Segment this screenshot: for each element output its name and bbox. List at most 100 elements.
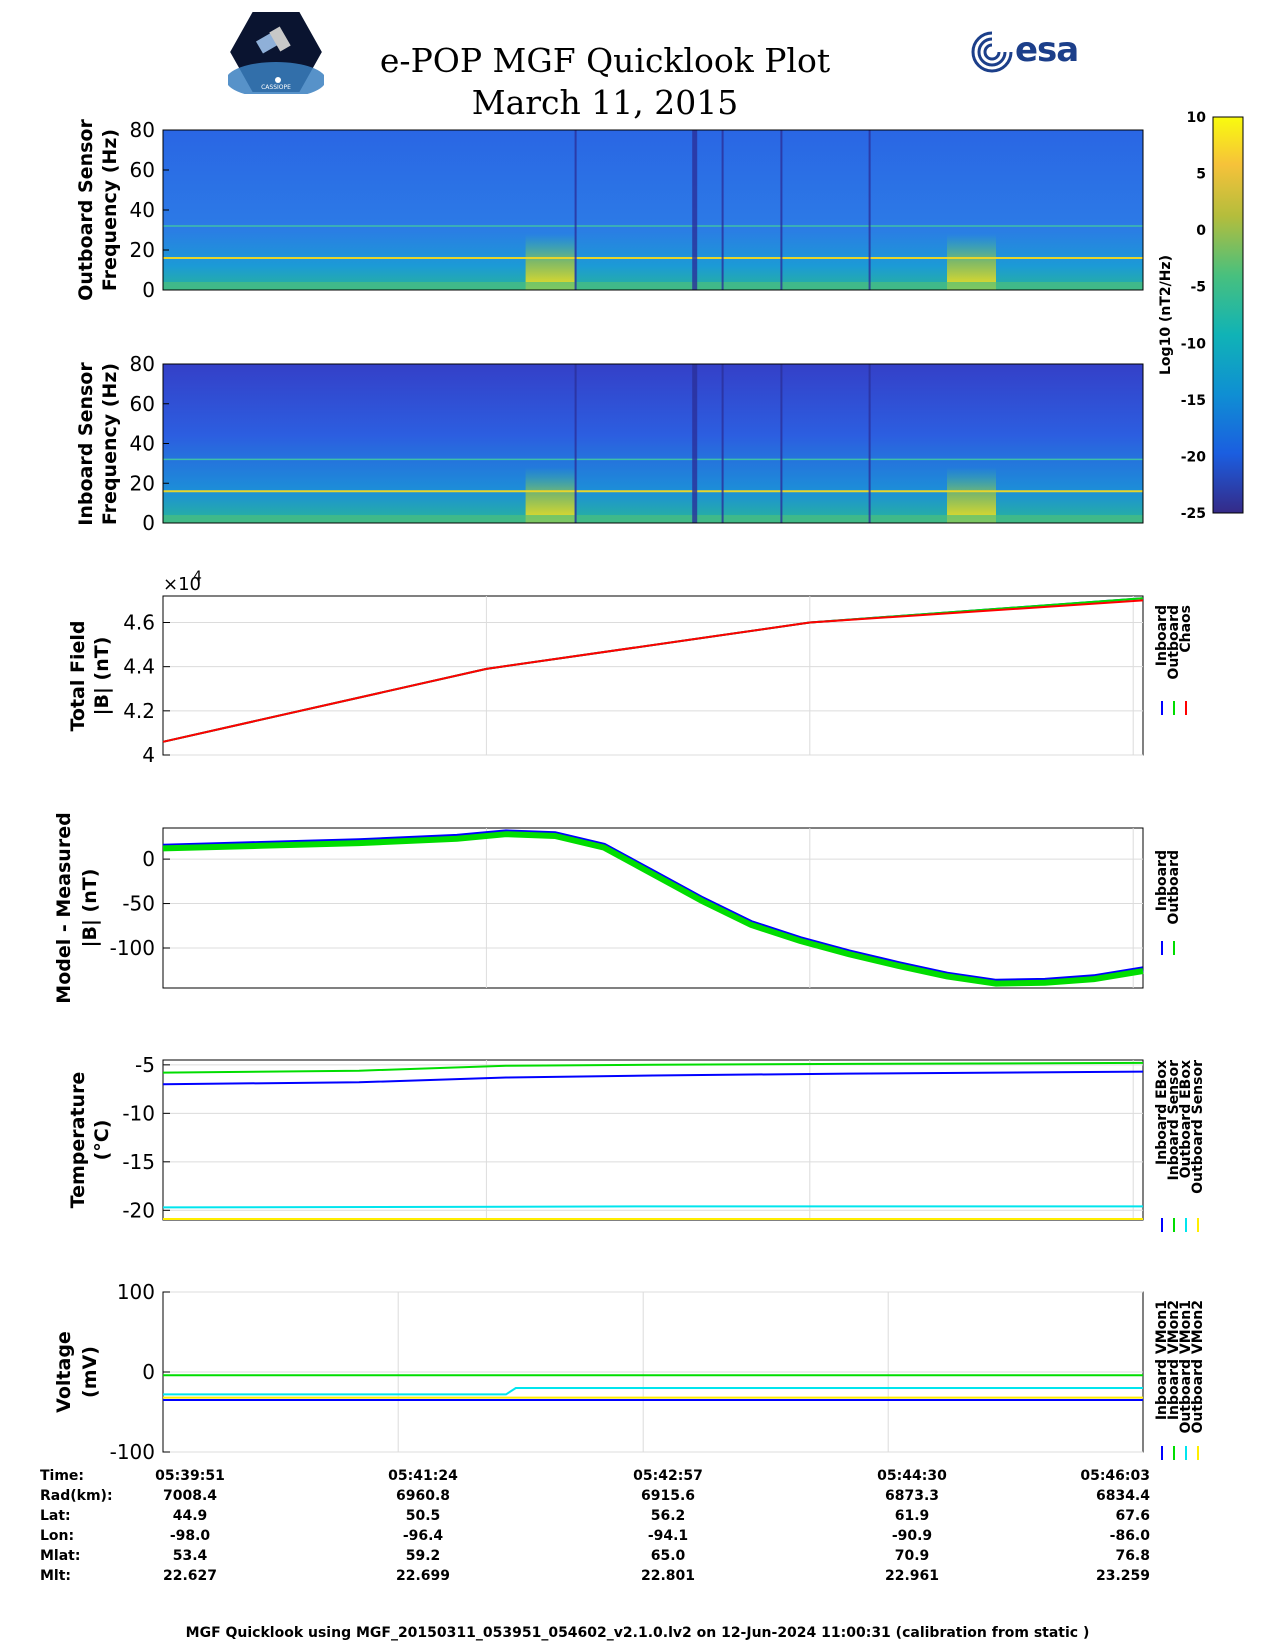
ephemeris-cell: 44.9	[173, 1508, 208, 1524]
spectrogram-burst	[947, 234, 996, 290]
legend-label: Outboard Sensor	[1190, 1060, 1206, 1194]
ephemeris-cell: 61.9	[895, 1508, 930, 1524]
colorbar: 10 5 0 -5 -10 -15 -20 -25 Log10 (nT2/Hz)	[1158, 110, 1244, 522]
spectrogram-dropout	[868, 364, 871, 523]
ephemeris-cell: -98.0	[170, 1528, 211, 1544]
y-tick-label: 4.2	[123, 699, 155, 723]
spectrogram-dropout	[574, 364, 577, 523]
temp-ylabel-2: (°C)	[91, 1120, 113, 1161]
y-tick-label: 40	[130, 432, 155, 456]
colorbar-tick-label: -25	[1181, 506, 1206, 522]
y-tick-label: -100	[110, 1440, 155, 1464]
spectrogram-dropout	[692, 364, 698, 523]
series-line	[163, 1387, 1143, 1396]
ephemeris-cell: -90.9	[892, 1528, 932, 1544]
spectrogram-burst	[525, 234, 575, 290]
ephemeris-row-label: Mlt:	[40, 1568, 71, 1584]
legend-label: Outboard VMon1	[1178, 1300, 1194, 1434]
y-tick-label: -5	[135, 1053, 155, 1077]
model-minus-measured-panel: 0 -50 -100 Model - Measured |B| (nT)	[53, 812, 1144, 1004]
series-line	[162, 1070, 1144, 1086]
y-tick-label: -15	[122, 1150, 155, 1174]
spectrogram-burst	[947, 467, 996, 523]
legend-label: Outboard VMon2	[1190, 1300, 1206, 1434]
y-tick-label: 0	[142, 1360, 155, 1384]
outboard-ylabel-1: Outboard Sensor	[75, 119, 97, 301]
colorbar-tick-label: 0	[1196, 223, 1206, 239]
legend-label: Chaos	[1178, 605, 1194, 653]
y-tick-label: -10	[122, 1101, 155, 1125]
y-tick-label: 4.6	[123, 611, 155, 635]
colorbar-tick-label: -10	[1181, 336, 1207, 352]
legend-label: Inboard VMon2	[1166, 1300, 1182, 1420]
ephemeris-cell: 23.259	[1096, 1568, 1150, 1584]
total-field-panel: 4 4.2 4.4 4.6 ×10 4 Total Field |B| (nT)	[67, 569, 1144, 767]
spectrogram-dropout	[692, 130, 698, 290]
ephemeris-cell: 6834.4	[1096, 1488, 1150, 1504]
y-tick-label: 80	[130, 352, 155, 376]
ephemeris-cell: 76.8	[1115, 1548, 1150, 1564]
spectrogram-dropout	[574, 130, 577, 290]
ephemeris-cell: 05:39:51	[155, 1468, 225, 1484]
temp-ylabel-1: Temperature	[67, 1072, 89, 1209]
svg-text:CASSIOPE: CASSIOPE	[261, 84, 291, 91]
legend-label: Inboard VMon1	[1154, 1300, 1170, 1420]
cassiope-logo: CASSIOPE	[228, 10, 324, 94]
y-tick-label: 80	[130, 118, 155, 142]
series-line	[162, 599, 1144, 743]
ephemeris-cell: 56.2	[651, 1508, 686, 1524]
colorbar-tick-label: -20	[1181, 449, 1207, 465]
total-field-exponent-base: ×10	[163, 574, 201, 595]
ephemeris-cell: 05:46:03	[1080, 1468, 1150, 1484]
legend-label: Inboard Sensor	[1166, 1060, 1182, 1181]
ephemeris-row-label: Lat:	[40, 1508, 71, 1524]
y-tick-label: 40	[130, 198, 155, 222]
colorbar-tick-label: -5	[1190, 280, 1206, 296]
ephemeris-cell: -86.0	[1110, 1528, 1151, 1544]
esa-globe-icon	[971, 30, 1014, 73]
total-field-exponent-power: 4	[193, 569, 202, 585]
y-tick-label: 60	[130, 158, 155, 182]
legend-label: Outboard	[1166, 850, 1182, 925]
total-field-ylabel-1: Total Field	[67, 620, 89, 731]
ephemeris-cell: 7008.4	[163, 1488, 217, 1504]
ephemeris-cell: 22.627	[163, 1568, 217, 1584]
colorbar-label: Log10 (nT2/Hz)	[1158, 255, 1174, 375]
volt-ylabel-1: Voltage	[53, 1331, 75, 1413]
spectrogram-dropout	[721, 364, 724, 523]
ephemeris-cell: 22.961	[885, 1568, 939, 1584]
y-tick-label: 4.4	[123, 655, 155, 679]
voltage-panel: 100 0 -100 Voltage (mV)	[53, 1280, 1144, 1464]
colorbar-tick-label: 5	[1196, 167, 1206, 183]
y-tick-label: 0	[142, 278, 155, 302]
y-tick-label: -20	[122, 1198, 155, 1222]
spectrogram-dropout	[780, 364, 783, 523]
ephemeris-cell: 59.2	[406, 1548, 441, 1564]
ephemeris-cell: 6960.8	[396, 1488, 450, 1504]
ephemeris-cell: 6873.3	[885, 1488, 939, 1504]
spectrogram-low-band	[163, 515, 1143, 523]
ephemeris-row-label: Rad(km):	[40, 1488, 113, 1504]
y-tick-label: 0	[142, 847, 155, 871]
page-title: e-POP MGF Quicklook Plot March 11, 2015	[320, 40, 890, 124]
title-line-2: March 11, 2015	[471, 83, 739, 122]
spectrogram-dropout	[780, 130, 783, 290]
temperature-panel: -5 -10 -15 -20 Temperature (°C)	[67, 1053, 1144, 1222]
ephemeris-cell: 67.6	[1115, 1508, 1150, 1524]
inboard-ylabel-2: Frequency (Hz)	[99, 363, 121, 525]
inboard-spectrogram: 80 60 40 20 0 Inboard Sensor Frequency (Hz)	[75, 352, 1144, 535]
series-line	[162, 831, 1144, 987]
total-field-ylabel-2: |B| (nT)	[91, 637, 113, 716]
y-tick-label: -100	[110, 936, 155, 960]
diff-ylabel-1: Model - Measured	[53, 812, 75, 1003]
ephemeris-cell: -96.4	[403, 1528, 444, 1544]
ephemeris-cell: 53.4	[173, 1548, 208, 1564]
y-tick-label: 100	[117, 1280, 155, 1304]
y-tick-label: 20	[130, 471, 155, 495]
outboard-spectrogram: 80 60 40 20 0 Outboard Sensor Frequency (Hz)	[75, 118, 1144, 302]
spectrogram-low-band	[163, 282, 1143, 290]
y-tick-label: 60	[130, 392, 155, 416]
ephemeris-cell: 05:42:57	[633, 1468, 703, 1484]
volt-ylabel-2: (mV)	[79, 1346, 101, 1398]
